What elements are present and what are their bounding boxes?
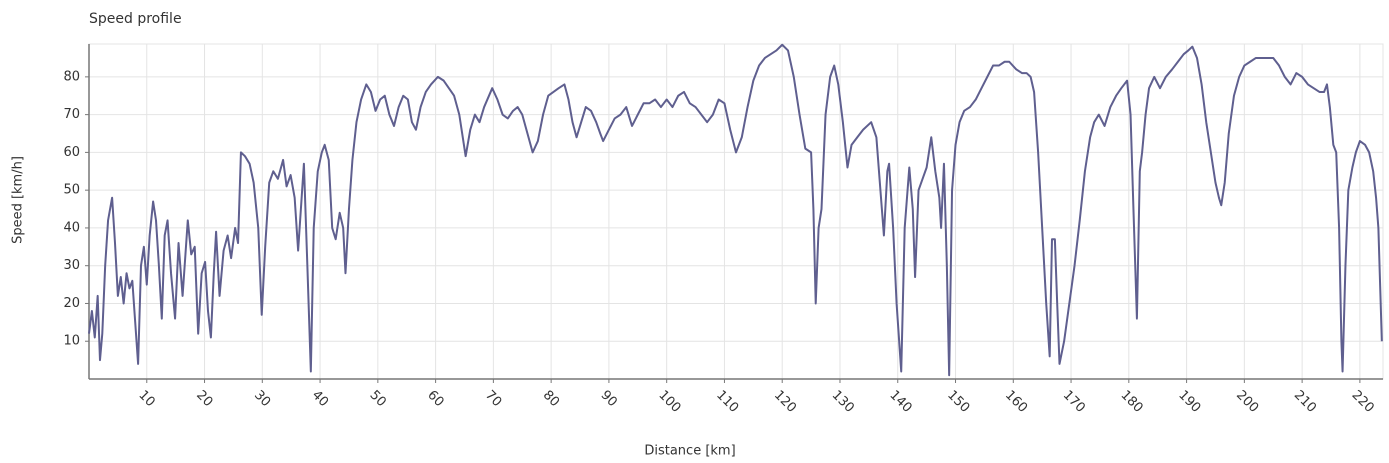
x-tick-label: 20 [193,388,215,410]
x-tick-label: 140 [886,388,914,416]
x-tick-label: 40 [309,388,331,410]
x-tick-label: 170 [1060,388,1088,416]
x-tick-label: 70 [482,388,504,410]
y-tick-label: 30 [63,258,80,273]
x-tick-label: 110 [713,388,741,416]
plot-area [88,43,1384,380]
speed-line [88,43,1383,377]
y-tick-label: 10 [63,334,80,349]
y-tick-label: 60 [63,145,80,160]
x-tick-label: 50 [367,388,389,410]
y-tick-label: 50 [63,183,80,198]
x-axis-title: Distance [km] [644,444,735,459]
x-tick-label: 130 [829,388,857,416]
x-tick-label: 100 [655,388,683,416]
x-tick-label: 190 [1175,388,1203,416]
x-tick-label: 30 [251,388,273,410]
x-tick-label: 60 [424,388,446,410]
y-tick-label: 40 [63,220,80,235]
chart-title: Speed profile [89,11,182,27]
x-tick-label: 120 [771,388,799,416]
y-tick-label: 20 [63,296,80,311]
y-axis-title: Speed [km/h] [11,156,26,244]
y-tick-label: 80 [63,69,80,84]
x-tick-label: 200 [1233,388,1261,416]
x-tick-label: 160 [1002,388,1030,416]
x-tick-label: 90 [598,388,620,410]
x-tick-label: 10 [135,388,157,410]
x-tick-label: 80 [540,388,562,410]
y-tick-label: 70 [63,107,80,122]
x-tick-label: 150 [944,388,972,416]
x-tick-label: 180 [1118,388,1146,416]
x-tick-label: 210 [1291,388,1319,416]
x-tick-label: 220 [1349,388,1377,416]
